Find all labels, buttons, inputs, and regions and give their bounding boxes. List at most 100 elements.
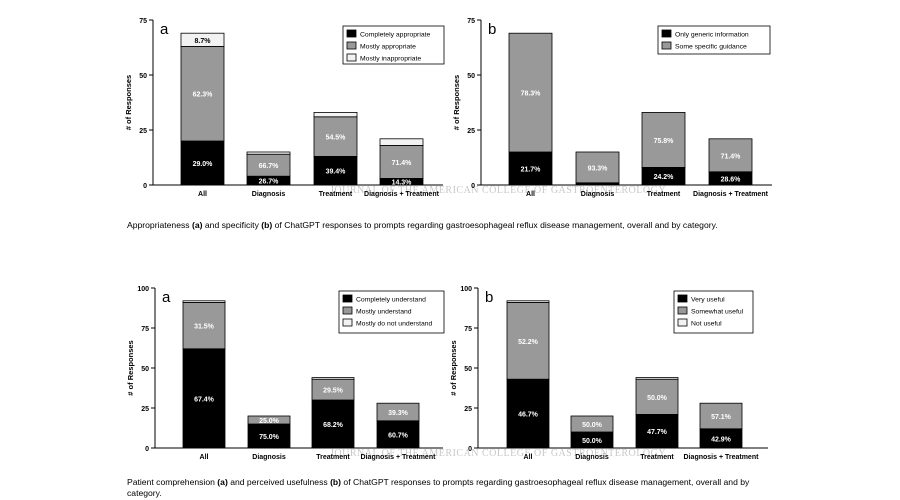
panel-letter: b [485,289,493,306]
bar-segment [313,155,358,186]
y-tick-label: 100 [460,286,472,293]
legend-swatch [346,41,357,50]
legend-label: Not useful [691,321,722,328]
legend-label: Completely understand [356,297,426,304]
data-label: 28.6% [721,176,742,183]
data-label: 62.3% [193,92,214,99]
y-tick-label: 50 [139,73,147,80]
data-label: 75.0% [259,434,280,441]
legend: Completely understand Mostly understand Mo… [338,290,445,334]
x-tick-label: All [526,191,535,198]
legend-label: Somewhat useful [691,309,744,316]
legend-box [657,25,771,55]
y-tick-label: 25 [467,128,475,135]
y-axis-title: # of Responses [124,75,133,130]
caption-part: Patient comprehension [127,477,218,487]
data-label: 8.7% [195,38,212,45]
x-tick-label: Diagnosis [581,191,615,198]
y-tick-label: 0 [471,183,475,190]
bar-segment [180,46,225,142]
data-label: 25.0% [259,418,280,425]
x-tick-label: Treatment [319,191,353,198]
bar-segment [180,140,225,186]
data-label: 29.5% [323,388,344,395]
data-label: 54.5% [326,135,347,142]
data-label: 93.3% [588,165,609,172]
bar-segment [506,300,550,303]
chart-panel-3: a 0 25 50 75 100 # of Responses 67.4% 31.5% All 75… [126,286,445,461]
caption-part: of ChatGPT responses to prompts regardin… [127,477,750,498]
data-label: 78.3% [521,91,542,98]
bar-segment [313,112,358,118]
bar-segment [246,151,291,155]
legend-swatch [342,294,353,303]
chart-panel-2: b 0 25 50 75 # of Responses 21.7% 78.3% All 93.3%… [452,18,772,198]
legend: Completely appropriate Mostly appropriate… [342,25,445,65]
bar-segment [311,399,355,449]
bar-segment [575,151,620,184]
legend-swatch [342,306,353,315]
bar-segment [708,138,753,173]
bar-segment [180,32,225,47]
legend-swatch [342,318,353,327]
data-label: 75.8% [654,138,675,145]
y-tick-label: 50 [464,366,472,373]
bar-segment [313,116,358,157]
legend-label: Completely appropriate [360,32,430,39]
y-axis-title: # of Responses [452,75,461,130]
caption-part: Appropriateness [127,220,192,230]
data-label: 14.3% [392,180,413,187]
y-tick-label: 50 [467,73,475,80]
bar-segment [508,32,553,153]
y-tick-label: 50 [141,366,149,373]
legend: Very useful Somewhat useful Not useful [673,290,754,334]
y-tick-label: 25 [464,406,472,413]
watermark-text: JOURNAL OF THE AMERICAN COLLEGE OF GASTR… [330,448,666,459]
data-label: 39.4% [326,169,347,176]
data-label: 71.4% [721,153,742,160]
legend-swatch [661,29,672,38]
y-tick-label: 0 [468,446,472,453]
bar-segment [182,301,226,350]
data-label: 46.7% [518,412,539,419]
data-label: 31.5% [194,324,215,331]
bar-segment [635,377,679,380]
data-label: 68.2% [323,422,344,429]
chart-panel-4: b 0 25 50 75 100 # of Responses 46.7% 52.2% All 50… [449,286,768,461]
legend-label: Mostly appropriate [360,44,416,51]
bar-segment [247,415,291,425]
caption-part: and perceived usefulness [227,477,331,487]
bar-segment [506,378,550,449]
legend-box [338,290,445,334]
data-label: 26.7% [259,179,280,186]
legend-swatch [677,294,688,303]
legend-label: Mostly do not understand [356,321,433,328]
data-label: 52.2% [518,339,539,346]
bar-segment [508,151,553,186]
data-label: 21.7% [521,167,542,174]
bar-segment [379,144,424,179]
data-label: 67.4% [194,396,215,403]
legend-swatch [677,318,688,327]
caption-part: of ChatGPT responses to prompts regardin… [272,220,718,230]
x-tick-label: Diagnosis + Treatment [693,191,769,198]
legend-swatch [677,306,688,315]
bar-segment [247,423,291,449]
caption-top: Appropriateness (a) and specificity (b) … [127,220,777,231]
panel-letter: a [162,289,171,306]
data-label: 71.4% [392,160,413,167]
y-tick-label: 75 [141,326,149,333]
legend: Only generic information Some specific gu… [657,25,771,55]
x-tick-label: All [198,191,207,198]
x-tick-label: Diagnosis + Treatment [361,454,437,461]
bar-segment [699,402,743,430]
legend-label: Mostly understand [356,309,412,316]
x-tick-label: Diagnosis + Treatment [684,454,760,461]
bar-segment [379,138,424,146]
legend-swatch [661,41,672,50]
data-label: 29.0% [193,161,214,168]
bar-segment [641,112,686,168]
data-label: 24.2% [654,174,675,181]
data-label: 50.0% [582,422,603,429]
